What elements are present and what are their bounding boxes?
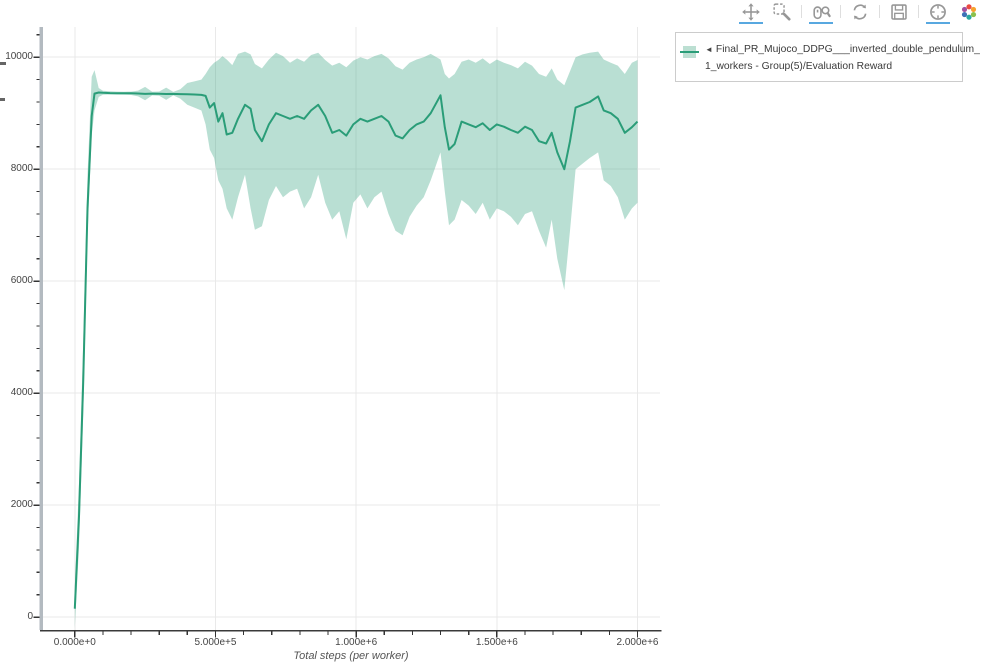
y-tick-label: 8000	[10, 163, 33, 175]
x-tick-label: 1.000e+6	[335, 637, 378, 648]
toolbar-divider	[840, 5, 841, 18]
wheel-zoom-icon	[812, 5, 831, 19]
y-tick-label: 10000	[5, 51, 33, 63]
tool-logo-button[interactable]	[957, 2, 981, 21]
axes	[33, 27, 662, 638]
legend-label-line1: Final_PR_Mujoco_DDPG___inverted_double_p…	[715, 44, 980, 55]
tool-reset-button[interactable]	[848, 2, 872, 21]
legend-box: ◄ Final_PR_Mujoco_DDPG___inverted_double_…	[675, 32, 980, 82]
x-tick-label: 1.500e+6	[475, 637, 518, 648]
save-icon	[891, 3, 907, 20]
plot-toolbar	[739, 2, 981, 24]
confidence-band	[74, 51, 638, 629]
y-tick-label: 6000	[10, 275, 33, 287]
tool-pan-button[interactable]	[739, 2, 763, 24]
y-tick-label: 2000	[10, 499, 33, 511]
legend-band-line-swatch-icon	[680, 46, 699, 58]
tool-box-zoom-button[interactable]	[770, 2, 794, 21]
bokeh-logo-icon	[961, 3, 977, 20]
x-tick-label: 5.000e+5	[194, 637, 237, 648]
legend-label: ◄ Final_PR_Mujoco_DDPG___inverted_double_…	[705, 42, 980, 75]
legend-label-line2: 1_workers - Group(5)/Evaluation Reward	[705, 60, 893, 72]
box-zoom-icon	[773, 2, 791, 21]
y-axis-title-fragment	[0, 62, 6, 65]
hover-icon	[930, 3, 946, 20]
pan-icon	[742, 2, 760, 21]
y-axis-title-fragment	[0, 98, 5, 101]
legend-item[interactable]: ◄ Final_PR_Mujoco_DDPG___inverted_double_…	[680, 42, 980, 75]
toolbar-divider	[801, 5, 802, 18]
gridlines	[43, 27, 660, 630]
legend-collapse-icon: ◄	[705, 45, 713, 54]
y-tick-label: 4000	[10, 387, 33, 399]
tool-wheel-zoom-button[interactable]	[809, 2, 833, 24]
tool-save-button[interactable]	[887, 2, 911, 21]
mean-line	[73, 91, 639, 609]
x-tick-label: 0.000e+0	[53, 637, 96, 648]
tool-hover-button[interactable]	[926, 2, 950, 24]
reset-icon	[853, 3, 867, 20]
x-axis-title: Total steps (per worker)	[293, 650, 409, 662]
toolbar-divider	[918, 5, 919, 18]
x-tick-label: 2.000e+6	[616, 637, 659, 648]
y-tick-label: 0	[27, 611, 33, 623]
toolbar-divider	[879, 5, 880, 18]
y-axis-line	[39, 27, 44, 630]
legend-line-mark	[680, 50, 699, 54]
